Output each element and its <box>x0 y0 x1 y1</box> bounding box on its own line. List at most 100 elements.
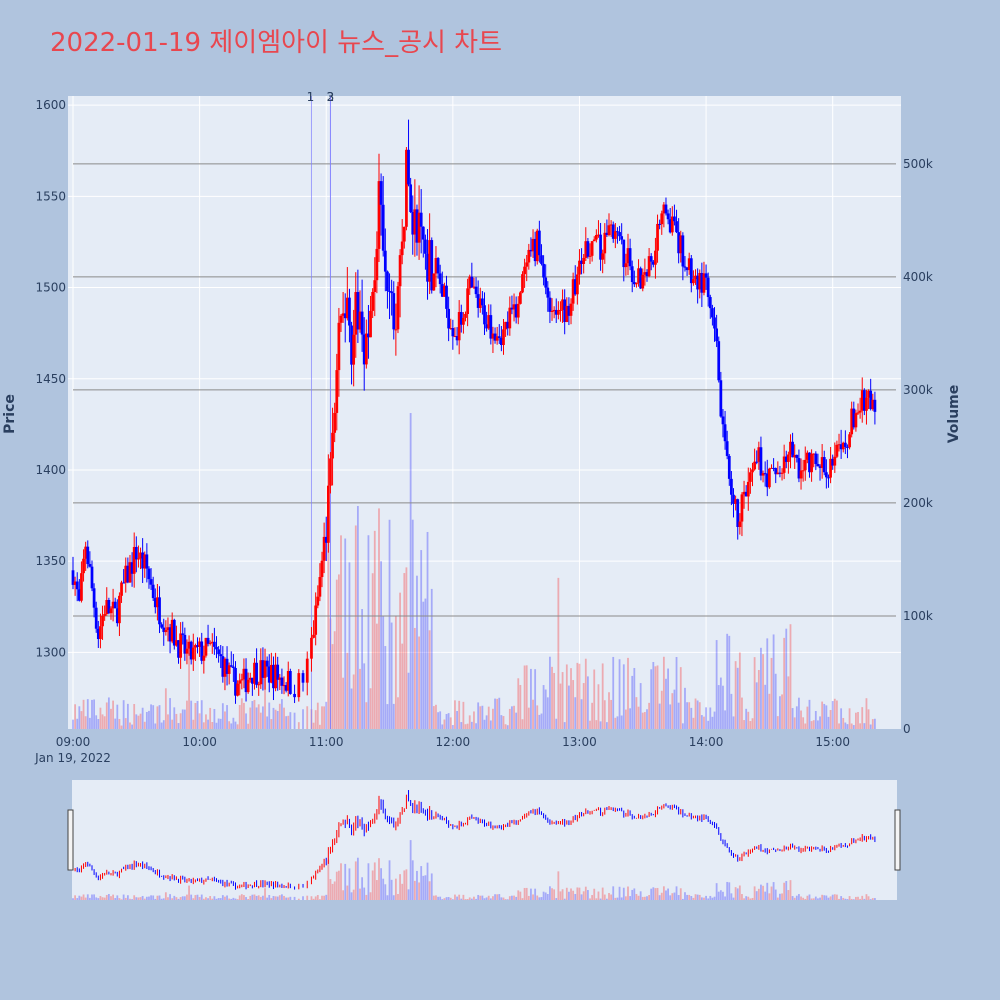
candle-body <box>818 466 822 468</box>
candle-body <box>654 250 657 265</box>
candle-body <box>584 241 588 258</box>
mini-volume-bar <box>764 891 767 900</box>
volume-bar <box>844 722 847 729</box>
volume-bar <box>787 676 790 729</box>
candle-body <box>523 266 526 275</box>
range-slider-area[interactable] <box>72 780 897 900</box>
mini-volume-bar <box>257 895 260 900</box>
candle-body <box>594 235 598 240</box>
mini-volume-bar <box>669 895 672 900</box>
candle-body <box>191 647 195 660</box>
candle-body <box>447 308 450 329</box>
volume-bar <box>749 721 752 729</box>
candle-body <box>599 234 602 260</box>
mini-volume-bar <box>78 895 81 900</box>
range-slider-left-handle[interactable] <box>67 809 74 871</box>
volume-bar <box>722 685 724 729</box>
mini-volume-bar <box>525 887 528 900</box>
volume-bar <box>167 714 169 729</box>
candle-body <box>417 212 421 243</box>
candle-body <box>727 455 731 479</box>
candle-body <box>288 671 292 694</box>
volume-bar <box>293 712 296 729</box>
mini-volume-bar <box>428 881 431 900</box>
volume-bar <box>717 685 720 729</box>
volume-bar <box>517 678 520 729</box>
mini-volume-bar <box>135 897 138 900</box>
candle-body <box>109 608 113 614</box>
candle-body <box>801 470 805 472</box>
candle-body <box>571 279 575 304</box>
volume-bar <box>367 535 370 729</box>
volume-bar <box>589 720 591 729</box>
volume-bar <box>496 698 499 729</box>
volume-bar <box>443 719 446 729</box>
candle-body <box>139 552 142 559</box>
volume-bar <box>342 677 345 729</box>
candle-body <box>426 253 429 282</box>
candle-body <box>428 240 432 282</box>
candle-body <box>200 641 204 661</box>
mini-volume-bar <box>703 897 705 900</box>
mini-volume-bar <box>747 896 750 900</box>
candle-body <box>339 315 343 323</box>
candle-body <box>860 390 864 411</box>
volume-bar <box>774 673 777 729</box>
mini-volume-bar <box>599 898 602 900</box>
candle-body <box>837 444 841 446</box>
candle-body <box>400 241 404 256</box>
volume-bar <box>74 704 77 729</box>
candle-body <box>871 399 875 410</box>
volume-bar <box>703 716 705 729</box>
volume-bar <box>817 720 819 729</box>
mini-volume-bar <box>454 894 456 900</box>
candle-body <box>605 232 609 236</box>
mini-volume-bar <box>473 896 475 900</box>
candle-body <box>681 235 685 267</box>
volume-bar <box>726 633 729 729</box>
volume-bar <box>179 713 182 729</box>
volume-bar <box>78 706 81 729</box>
volume-bar <box>622 664 625 729</box>
mini-volume-bar <box>460 898 463 900</box>
range-slider-right-handle[interactable] <box>894 809 901 871</box>
volume-bar <box>327 515 330 729</box>
volume-bar <box>264 666 266 729</box>
volume-bar <box>287 715 290 729</box>
mini-volume-bar <box>314 896 317 900</box>
volume-bar <box>713 711 716 729</box>
mini-volume-bar <box>228 898 231 900</box>
volume-bar <box>511 706 513 729</box>
mini-volume-bar <box>728 882 731 900</box>
volume-bar <box>724 710 726 729</box>
candle-body <box>470 276 474 288</box>
mini-volume-bar <box>432 895 435 900</box>
volume-bar <box>82 699 85 729</box>
volume-bar <box>802 717 805 729</box>
mini-volume-bar <box>323 895 326 900</box>
mini-volume-bar <box>859 898 862 900</box>
candle-body <box>865 397 868 411</box>
candle-body <box>841 442 845 450</box>
candle-body <box>267 666 271 683</box>
volume-bar <box>335 579 338 729</box>
mini-volume-bar <box>348 868 351 900</box>
candle-body <box>573 279 577 295</box>
candle-body <box>274 664 277 689</box>
mini-volume-bar <box>93 894 96 900</box>
volume-bar <box>365 702 368 729</box>
candle-body <box>143 554 147 569</box>
mini-volume-bar <box>530 888 532 900</box>
mini-volume-bar <box>378 858 380 900</box>
volume-bar <box>715 640 718 729</box>
mini-volume-bar <box>867 896 870 900</box>
mini-volume-bar <box>795 895 798 900</box>
volume-bar <box>405 567 408 729</box>
candle-body <box>525 262 529 267</box>
mini-volume-bar <box>502 897 505 900</box>
candle-body <box>354 292 358 335</box>
volume-bar <box>285 716 288 729</box>
mini-volume-bar <box>840 896 843 900</box>
candle-body <box>419 212 423 227</box>
